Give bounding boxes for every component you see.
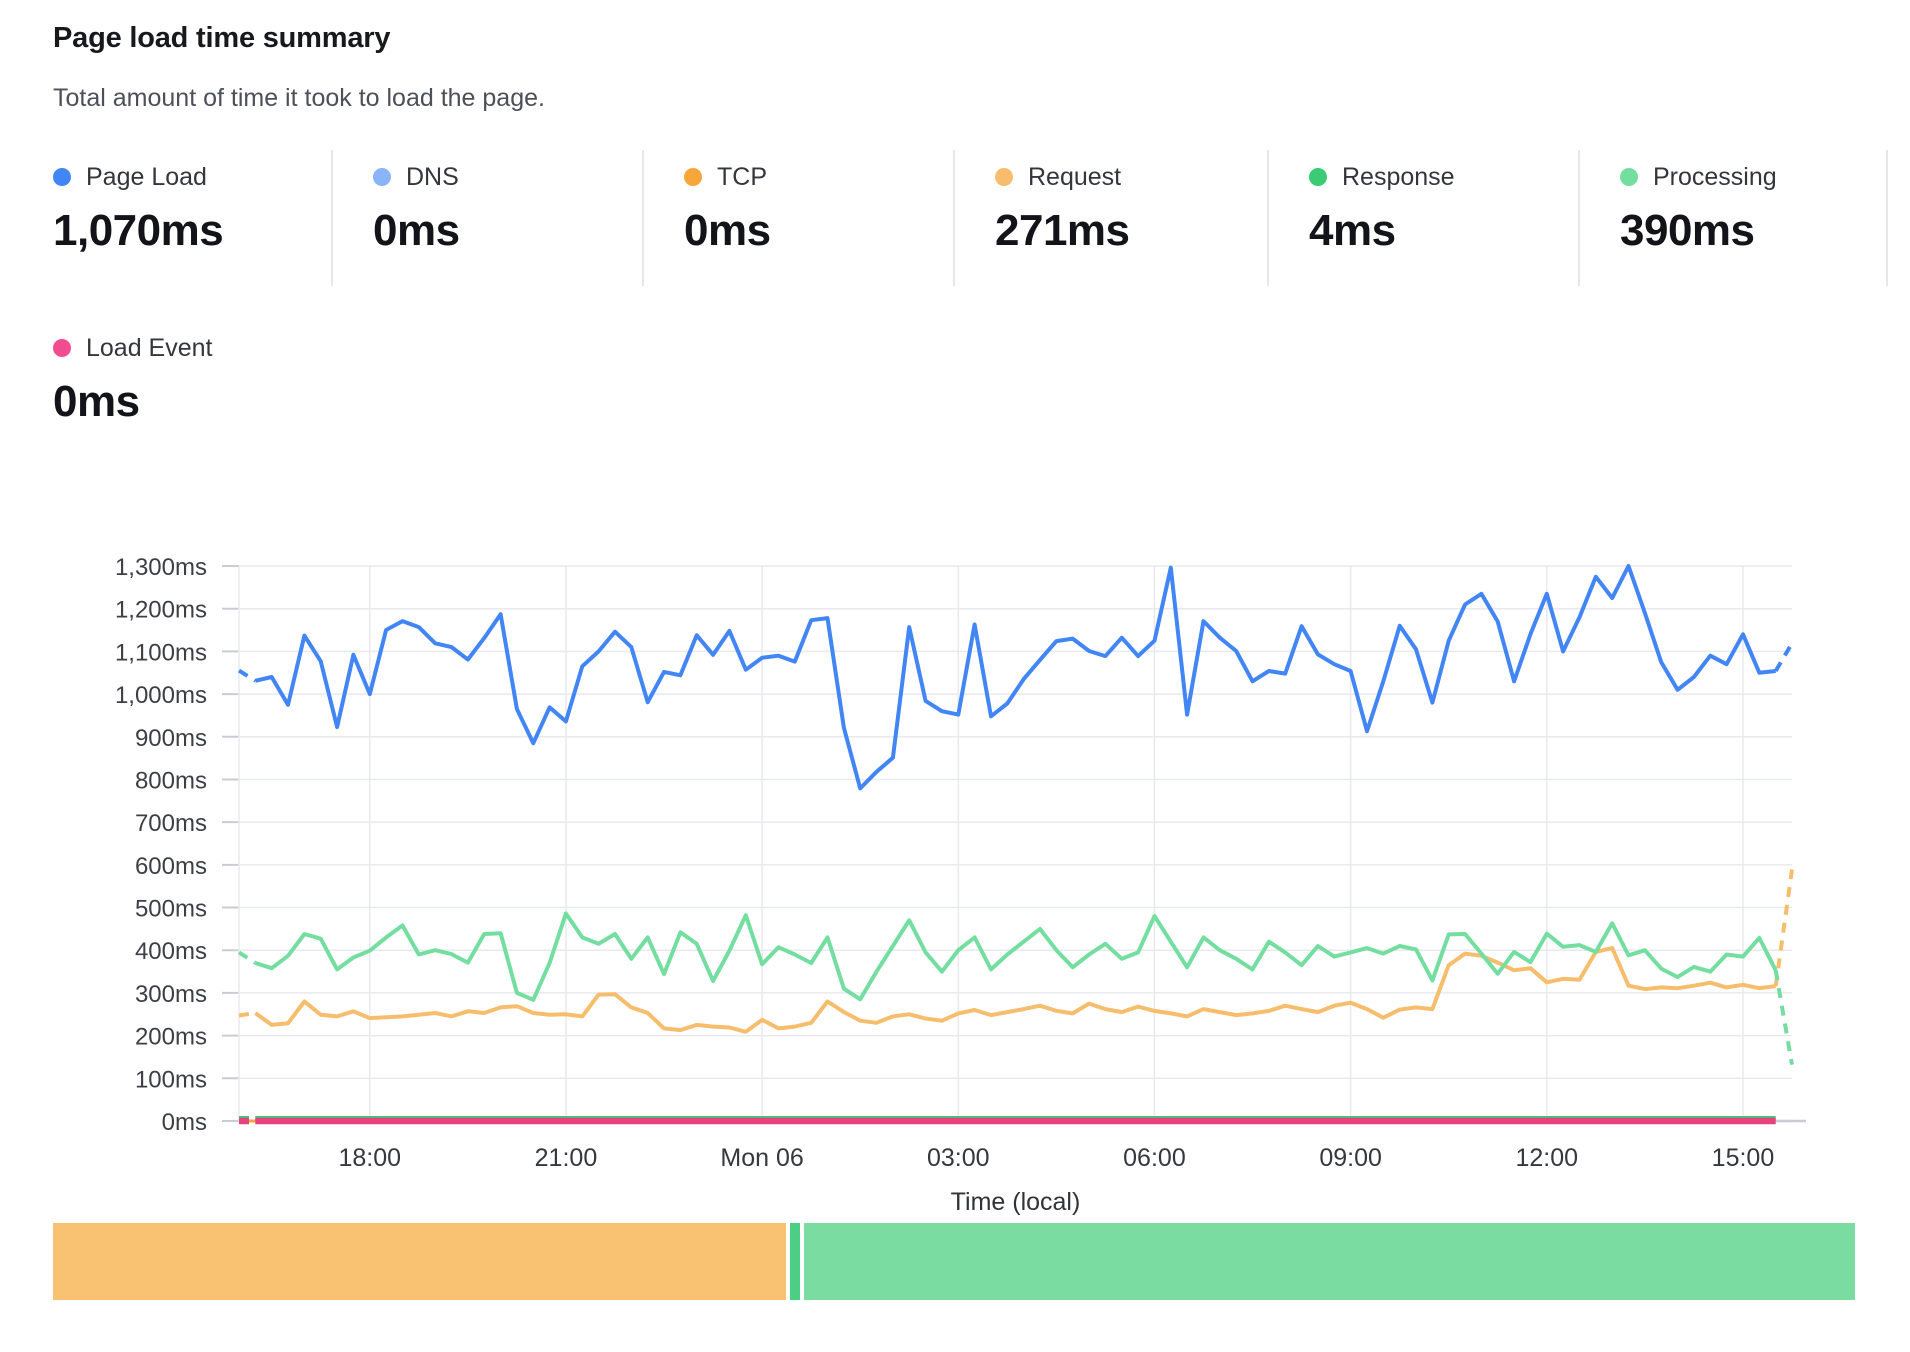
processing-line [254,911,1778,1002]
breakdown-segment-processing [803,1223,1855,1300]
metric-label-tcp: TCP [717,162,767,191]
response-legend-dot [1309,168,1327,186]
processing-line [237,950,257,965]
metric-value-tcp: 0ms [684,206,771,255]
timeseries-chart-svg[interactable]: 0ms 100ms 200ms 300ms 400ms 500ms 600ms 700ms 80… [0,430,1910,1230]
y-axis-label: 0ms [162,1109,207,1136]
page-subtitle: Total amount of time it took to load the… [53,84,545,112]
y-axis-label: 200ms [135,1024,207,1051]
y-axis-label: 500ms [135,896,207,923]
page-title: Page load time summary [53,22,391,54]
metric-label-dns: DNS [406,162,459,191]
y-axis-label: 300ms [135,981,207,1008]
request-legend-dot [995,168,1013,186]
y-axis-label: 700ms [135,810,207,837]
x-axis-label: 12:00 [1516,1144,1579,1172]
page-load-line [1773,642,1794,673]
tcp-legend-dot [684,168,702,186]
metric-load-event: Load Event 0ms [53,321,331,451]
breakdown-bar [53,1223,1856,1300]
metric-page-load: Page Load 1,070ms [53,150,331,286]
load-event-legend-dot [53,339,71,357]
request-line [1773,869,1794,987]
metric-value-page-load: 1,070ms [53,206,224,255]
x-axis-label: 21:00 [535,1144,598,1172]
y-axis-label: 100ms [135,1066,207,1093]
metric-request: Request 271ms [953,150,1267,286]
y-axis-label: 1,100ms [115,639,207,666]
x-axis-label: 06:00 [1123,1144,1186,1172]
breakdown-segment-request [53,1223,786,1300]
request-line [254,946,1776,1034]
metrics-row-2: Load Event 0ms [53,321,653,451]
timeseries-chart[interactable]: 0ms 100ms 200ms 300ms 400ms 500ms 600ms 700ms 80… [0,430,1910,1230]
y-axis-label: 1,200ms [115,597,207,624]
metric-value-request: 271ms [995,206,1130,255]
y-axis-label: 400ms [135,938,207,965]
breakdown-segment-response [789,1223,800,1300]
metric-label-response: Response [1342,162,1455,191]
metric-processing: Processing 390ms [1578,150,1888,286]
x-axis-label: Mon 06 [720,1144,803,1172]
y-axis-label: 1,300ms [115,554,207,581]
x-axis-label: 09:00 [1319,1144,1382,1172]
y-axis-label: 600ms [135,853,207,880]
y-axis-label: 900ms [135,725,207,752]
metric-value-processing: 390ms [1620,206,1755,255]
y-axis-label: 800ms [135,767,207,794]
x-axis-label: 18:00 [338,1144,401,1172]
metric-label-processing: Processing [1653,162,1777,191]
metrics-row: Page Load 1,070ms DNS 0ms TCP 0ms Reques… [53,150,1888,286]
metric-value-response: 4ms [1309,206,1396,255]
processing-legend-dot [1620,168,1638,186]
page-load-legend-dot [53,168,71,186]
metric-value-dns: 0ms [373,206,460,255]
y-axis-label: 1,000ms [115,682,207,709]
x-axis-title: Time (local) [951,1188,1081,1216]
metric-label-load-event: Load Event [86,333,213,362]
metric-label-request: Request [1028,162,1122,191]
x-axis-label: 03:00 [927,1144,990,1172]
metric-tcp: TCP 0ms [642,150,953,286]
dns-legend-dot [373,168,391,186]
metric-value-load-event: 0ms [53,377,140,426]
metric-label-page-load: Page Load [86,162,207,191]
metric-response: Response 4ms [1267,150,1578,286]
metric-dns: DNS 0ms [331,150,642,286]
page-load-line [254,564,1776,791]
page-load-line [237,668,257,683]
processing-line [1773,969,1794,1065]
request-line [238,1011,256,1018]
x-axis-label: 15:00 [1712,1144,1775,1172]
